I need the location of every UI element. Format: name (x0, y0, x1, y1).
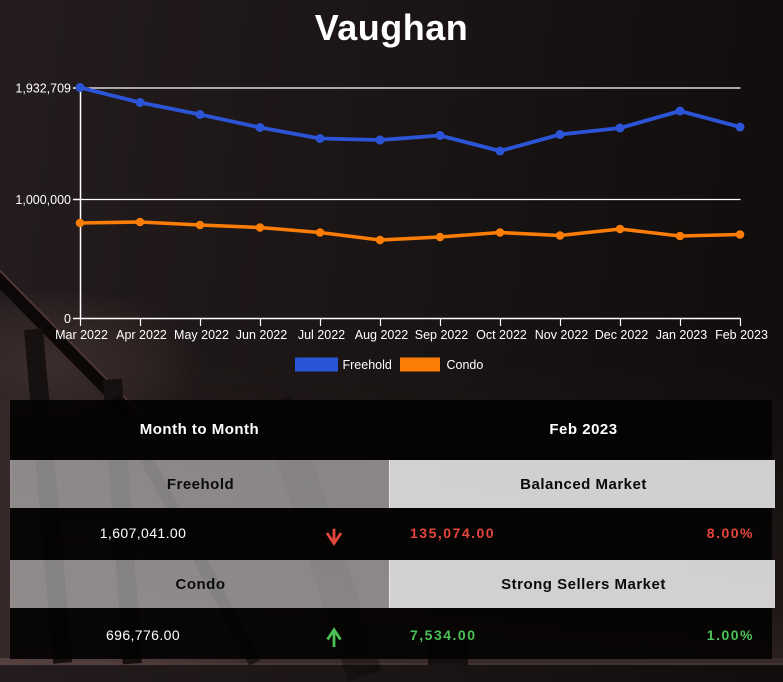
svg-text:Jan 2023: Jan 2023 (656, 328, 707, 342)
svg-text:Jun 2022: Jun 2022 (236, 328, 287, 342)
svg-text:Jul 2022: Jul 2022 (298, 328, 345, 342)
svg-text:Freehold: Freehold (343, 358, 392, 372)
svg-text:0: 0 (64, 312, 71, 326)
svg-text:Aug 2022: Aug 2022 (355, 328, 409, 342)
svg-text:Oct 2022: Oct 2022 (476, 328, 527, 342)
svg-text:Apr 2022: Apr 2022 (116, 328, 167, 342)
svg-text:Condo: Condo (447, 358, 484, 372)
svg-text:1,932,709: 1,932,709 (15, 82, 71, 96)
svg-text:Mar 2022: Mar 2022 (55, 328, 108, 342)
svg-text:Feb 2023: Feb 2023 (715, 328, 768, 342)
svg-text:Dec 2022: Dec 2022 (595, 328, 649, 342)
svg-text:Sep 2022: Sep 2022 (415, 328, 469, 342)
svg-text:1,000,000: 1,000,000 (15, 193, 71, 207)
svg-text:May 2022: May 2022 (174, 328, 229, 342)
svg-text:Nov 2022: Nov 2022 (535, 328, 589, 342)
